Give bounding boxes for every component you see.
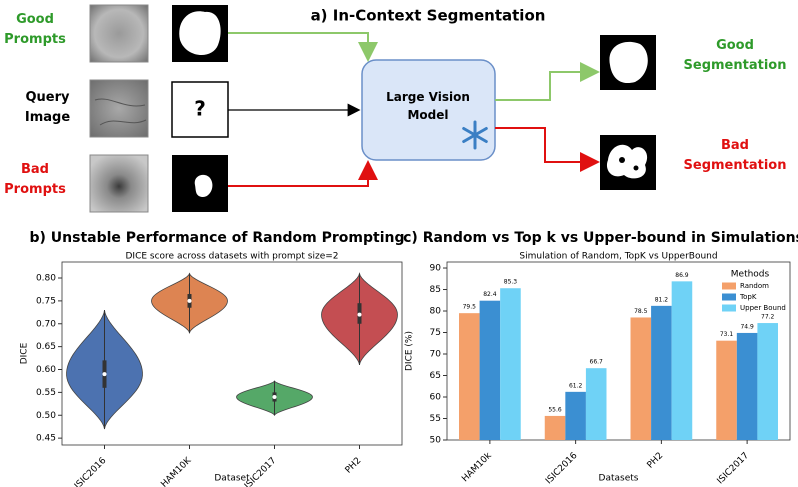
model-box	[361, 59, 496, 161]
query-box	[171, 81, 229, 138]
x-tick-label: ISIC2017	[243, 456, 279, 487]
legend-label: Upper Bound	[740, 304, 786, 312]
query-image	[89, 79, 149, 138]
legend-label: TopK	[739, 293, 757, 301]
y-tick-label: 0.55	[36, 388, 56, 398]
bar	[630, 317, 652, 440]
y-tick-label: 65	[430, 371, 441, 381]
bar	[757, 323, 778, 440]
value-label: 86.9	[675, 272, 689, 279]
violin-median	[102, 372, 107, 377]
y-tick-label: 0.80	[36, 274, 56, 284]
x-tick-label: HAM10k	[460, 450, 494, 484]
value-label: 66.7	[590, 359, 604, 366]
x-tick-label: ISIC2016	[544, 451, 580, 487]
bad-prompts-label: Bad Prompts	[4, 162, 66, 197]
arrow	[228, 160, 378, 187]
legend-swatch	[722, 282, 736, 290]
y-tick-label: 0.60	[36, 365, 56, 375]
x-axis-label: Datasets	[599, 474, 639, 484]
good-prompts-label: Good Prompts	[4, 12, 66, 47]
mask-blob	[179, 11, 221, 56]
value-label: 61.2	[569, 382, 583, 389]
violin-median	[187, 298, 192, 303]
bar	[736, 332, 758, 440]
y-axis-label: DICE (%)	[405, 331, 415, 371]
query-mark: ?	[194, 97, 206, 121]
chart-subtitle: Simulation of Random, TopK vs UpperBound	[519, 252, 717, 262]
chart-title: c) Random vs Top k vs Upper-bound in Sim…	[403, 230, 798, 246]
mask-hole	[633, 165, 639, 171]
x-tick-label: PH2	[344, 456, 364, 476]
value-label: 74.9	[740, 323, 754, 330]
bar	[459, 313, 480, 440]
legend-label: Random	[740, 282, 769, 290]
value-label: 73.1	[720, 331, 734, 338]
prompt-image	[89, 4, 149, 63]
good-output-label: Good Segmentation	[683, 38, 787, 73]
value-label: 79.5	[463, 304, 477, 311]
y-tick-label: 0.75	[36, 296, 56, 306]
prompt-image	[89, 154, 149, 213]
diagram-title: a) In-Context Segmentation	[311, 7, 546, 25]
value-label: 85.3	[504, 279, 518, 286]
arrow	[495, 127, 600, 172]
arrow	[495, 62, 600, 101]
mask-blob	[609, 41, 648, 84]
bar	[544, 415, 566, 440]
value-label: 78.5	[634, 308, 648, 315]
mask-hole	[619, 157, 625, 163]
mask-blob	[606, 144, 648, 179]
bar	[500, 288, 521, 440]
x-tick-label: ISIC2016	[73, 456, 109, 487]
value-label: 81.2	[655, 296, 669, 303]
bar	[716, 340, 737, 440]
bad-output-label: Bad Segmentation	[683, 138, 787, 173]
value-label: 55.6	[548, 406, 562, 413]
legend-title: Methods	[731, 270, 770, 280]
bar	[565, 391, 586, 440]
query-image-label: Query Image	[24, 90, 71, 125]
violin-median	[272, 394, 277, 399]
x-tick-label: HAM10K	[159, 455, 194, 487]
snowflake-icon	[462, 120, 488, 150]
legend-swatch	[722, 304, 736, 312]
mask-blob	[194, 174, 213, 198]
y-tick-label: 0.50	[36, 411, 56, 421]
y-tick-label: 70	[430, 350, 442, 360]
bar	[671, 281, 693, 440]
hair-lines	[94, 98, 147, 126]
chart-subtitle: DICE score across datasets with prompt s…	[125, 252, 338, 262]
violin-median	[357, 312, 362, 317]
y-tick-label: 0.65	[36, 342, 56, 352]
x-tick-label: PH2	[646, 451, 666, 471]
value-label: 77.2	[761, 314, 775, 321]
chart-title: b) Unstable Performance of Random Prompt…	[30, 230, 405, 246]
x-tick-label: ISIC2017	[716, 451, 752, 487]
bar	[479, 300, 501, 440]
model-label: Large Vision Model	[386, 90, 470, 122]
y-tick-label: 50	[430, 436, 442, 446]
y-axis-label: DICE	[20, 342, 30, 364]
y-tick-label: 55	[430, 414, 441, 424]
y-tick-label: 90	[430, 264, 442, 274]
y-tick-label: 0.70	[36, 319, 56, 329]
bar	[651, 305, 672, 440]
y-tick-label: 85	[430, 285, 441, 295]
y-tick-label: 0.45	[36, 434, 56, 444]
x-axis-label: Dataset	[214, 474, 250, 484]
y-tick-label: 60	[430, 393, 442, 403]
y-tick-label: 80	[430, 307, 442, 317]
bar	[585, 368, 607, 440]
arrow	[228, 32, 378, 62]
value-label: 82.4	[483, 291, 497, 298]
legend-swatch	[722, 293, 736, 301]
y-tick-label: 75	[430, 328, 441, 338]
